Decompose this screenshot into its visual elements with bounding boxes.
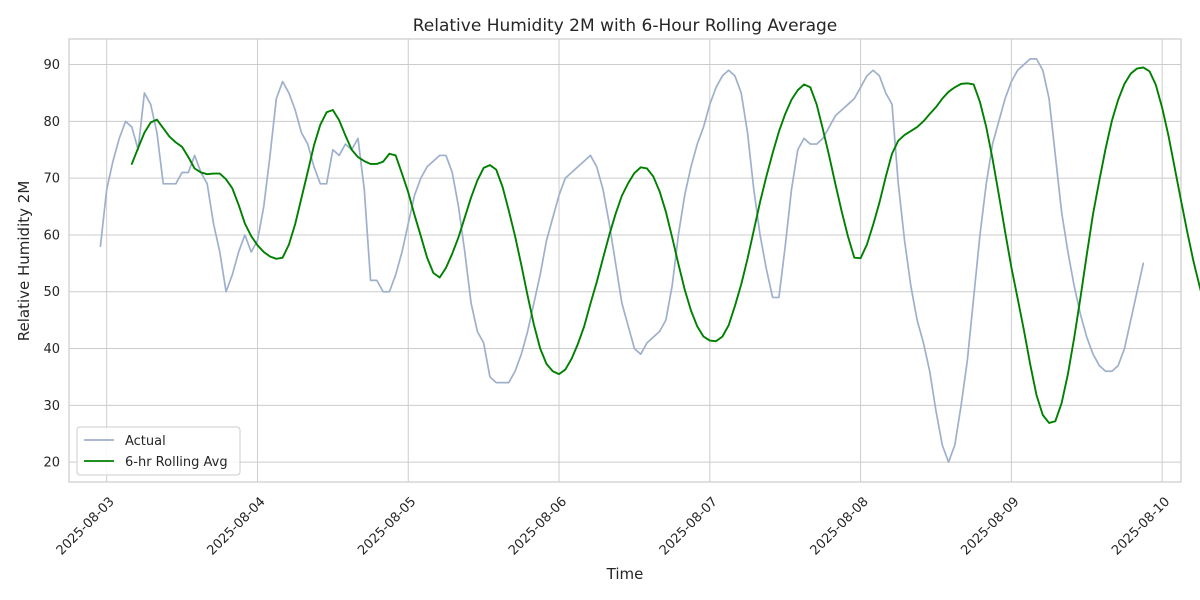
y-axis-title: Relative Humidity 2M <box>15 181 33 342</box>
y-tick-label: 40 <box>43 342 60 357</box>
x-axis-title: Time <box>606 565 644 583</box>
x-tick-label: 2025-08-03 <box>54 494 118 558</box>
legend-label-actual: Actual <box>125 434 166 449</box>
legend: Actual 6-hr Rolling Avg <box>76 426 241 476</box>
actual-line <box>99 58 1145 463</box>
x-tick-label: 2025-08-04 <box>204 494 268 558</box>
series-lines <box>99 58 1200 463</box>
legend-box <box>76 426 241 476</box>
tick-labels: 20 30 40 50 60 70 80 90 2025-08-03 2025-08-04 2025… <box>43 58 1173 558</box>
plot-frame <box>68 38 1182 483</box>
y-tick-label: 30 <box>43 399 60 414</box>
grid <box>69 39 1181 482</box>
legend-label-rolling-avg: 6-hr Rolling Avg <box>125 455 228 470</box>
x-tick-label: 2025-08-09 <box>958 494 1022 558</box>
chart-title: Relative Humidity 2M with 6-Hour Rolling… <box>413 16 838 36</box>
rolling-avg-line <box>130 66 1200 424</box>
y-tick-label: 20 <box>43 456 60 471</box>
y-tick-label: 80 <box>43 115 60 130</box>
x-tick-label: 2025-08-07 <box>657 494 721 558</box>
y-tick-label: 70 <box>43 172 60 187</box>
x-tick-label: 2025-08-06 <box>506 494 570 558</box>
y-tick-label: 90 <box>43 58 60 73</box>
y-tick-label: 50 <box>43 285 60 300</box>
x-tick-label: 2025-08-05 <box>355 494 419 558</box>
y-tick-label: 60 <box>43 228 60 243</box>
x-tick-label: 2025-08-08 <box>808 494 872 558</box>
x-tick-label: 2025-08-10 <box>1109 494 1173 558</box>
